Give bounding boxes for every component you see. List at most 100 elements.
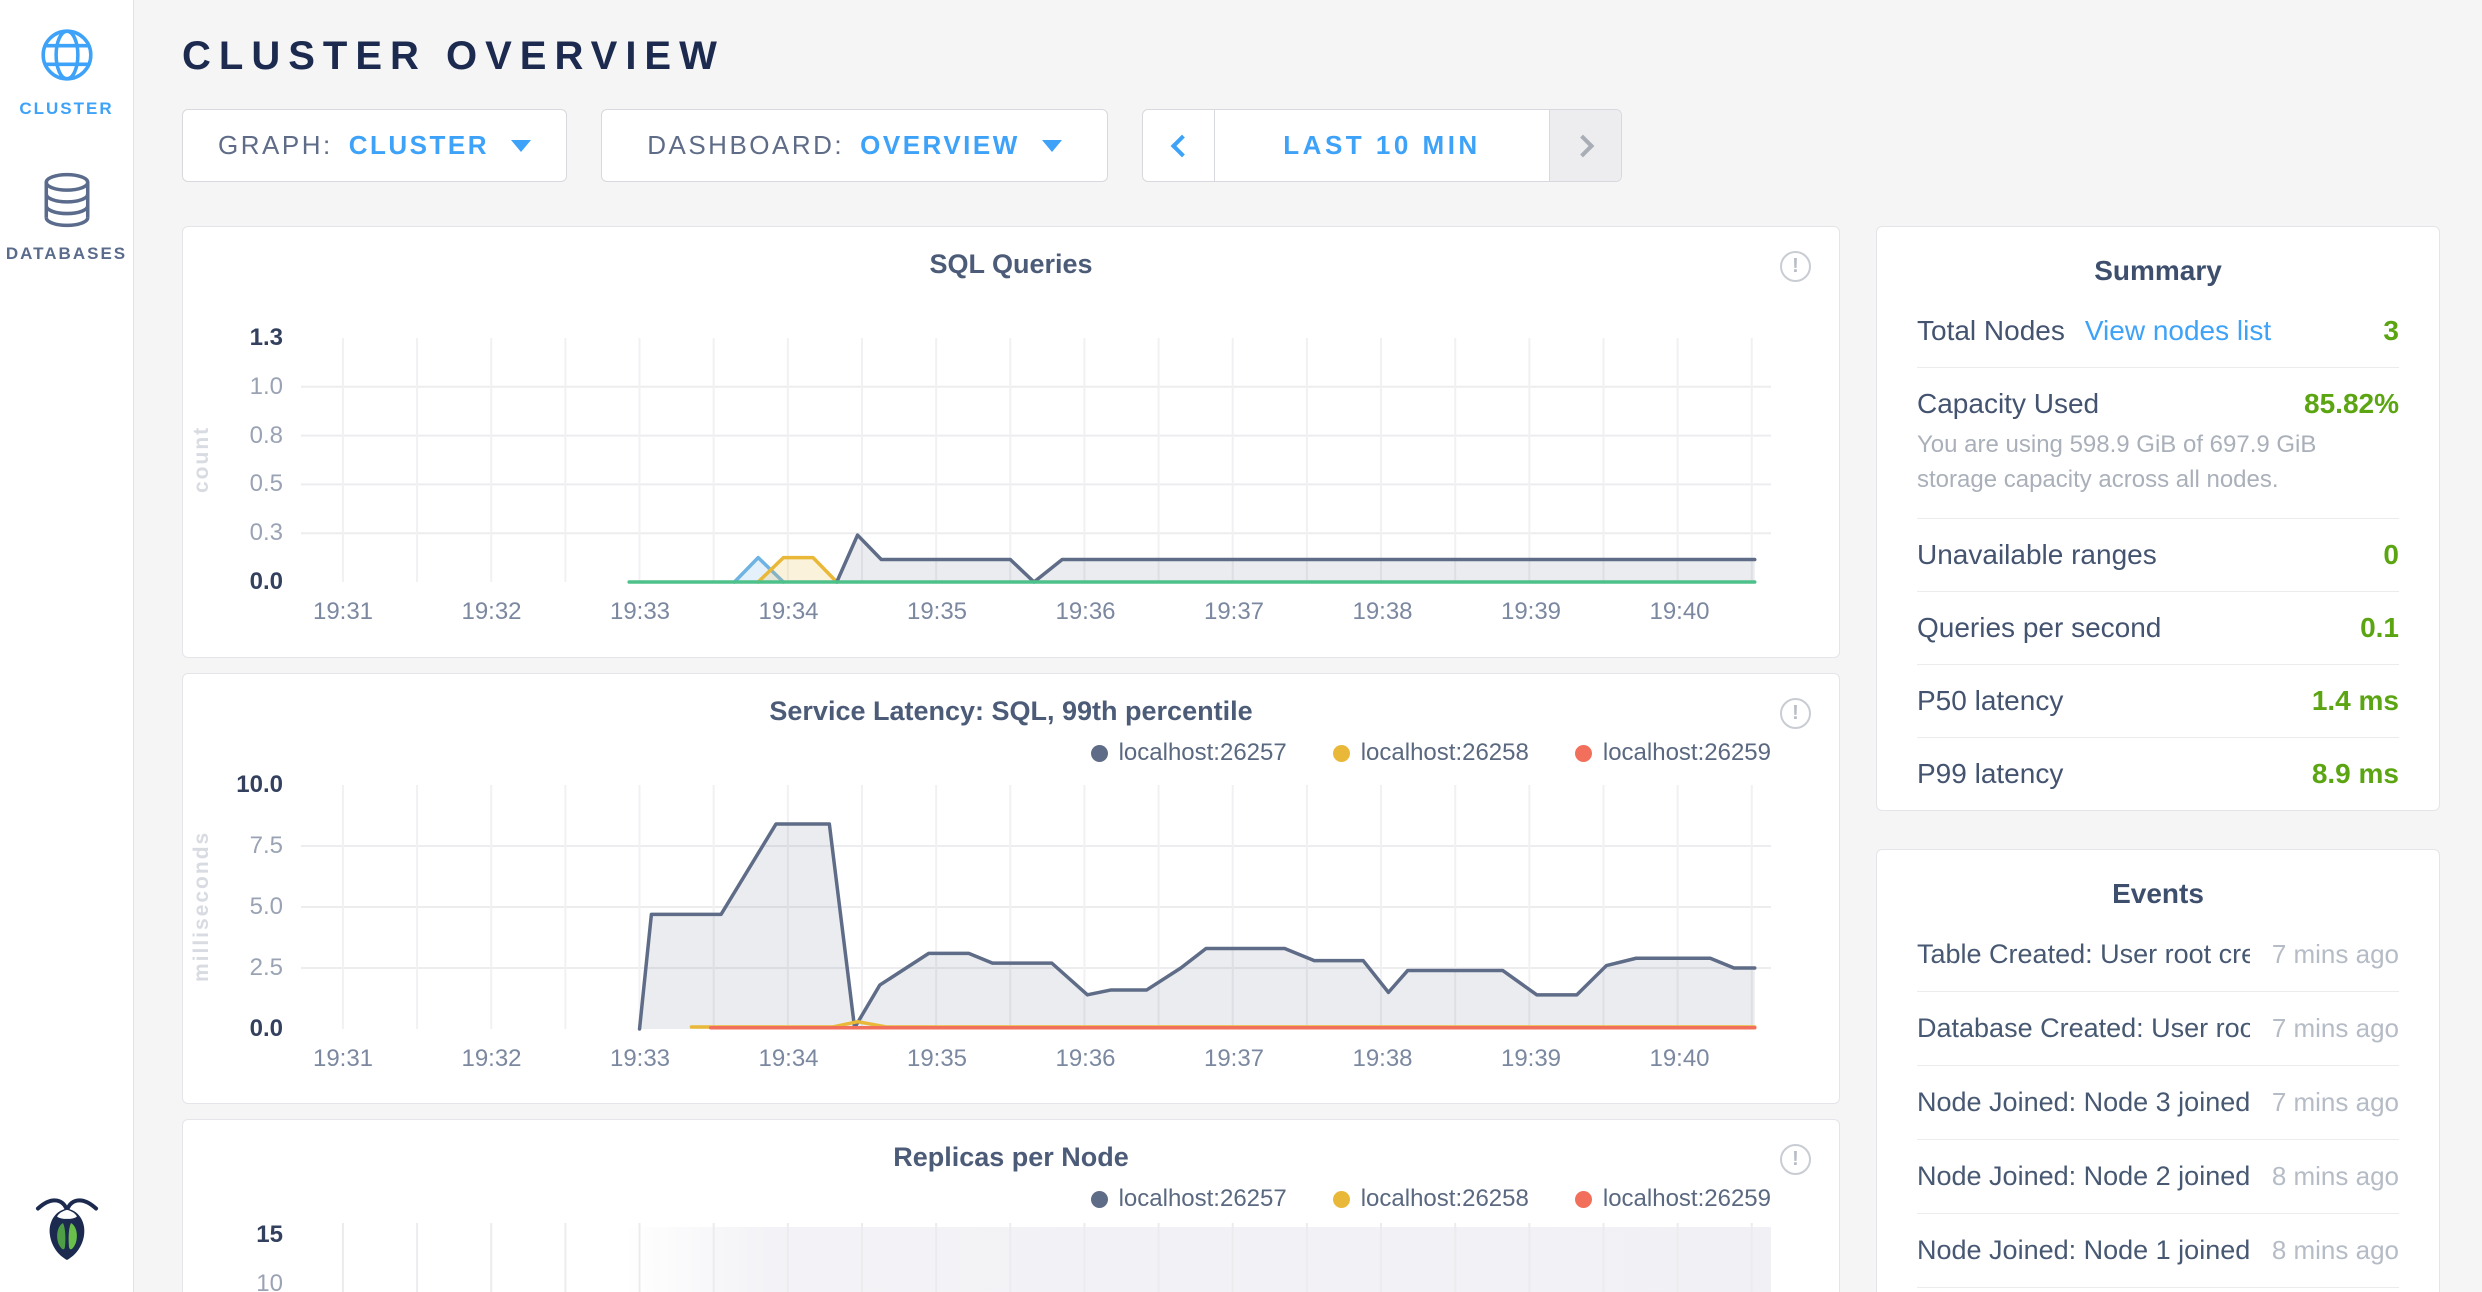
graph-dropdown-value: CLUSTER <box>349 130 489 161</box>
y-tick: 10 <box>256 1270 283 1292</box>
legend-item: localhost:26257 <box>1091 1185 1287 1213</box>
legend-dot-icon <box>1333 1191 1350 1208</box>
summary-label: P50 latency <box>1917 685 2063 717</box>
dashboard-content: SQL Queries count1.31.00.80.50.30.0 19:3… <box>182 226 2440 1292</box>
legend-item: localhost:26259 <box>1575 1185 1771 1213</box>
chart-title: SQL Queries <box>183 249 1839 280</box>
summary-value: 85.82% <box>2304 388 2399 420</box>
x-tick: 19:33 <box>610 598 670 626</box>
event-time: 7 mins ago <box>2250 939 2399 970</box>
dashboard-dropdown[interactable]: DASHBOARD: OVERVIEW <box>601 109 1108 182</box>
event-text: Database Created: User roo... <box>1917 1013 2250 1044</box>
legend-dot-icon <box>1091 1191 1108 1208</box>
database-icon <box>39 171 95 234</box>
summary-row: P99 latency8.9 ms <box>1917 737 2399 810</box>
timerange-next-button[interactable] <box>1549 110 1621 181</box>
chevron-right-icon <box>1571 134 1594 157</box>
legend-label: localhost:26257 <box>1119 1185 1287 1213</box>
x-tick: 19:33 <box>610 1045 670 1073</box>
sidebar: CLUSTER DATABASES <box>0 0 134 1292</box>
timerange-selector: LAST 10 MIN <box>1142 109 1622 182</box>
sidebar-item-cluster[interactable]: CLUSTER <box>0 26 133 119</box>
summary-panel: Summary Total Nodes View nodes list 3 Capac… <box>1876 226 2440 811</box>
y-tick: 0.5 <box>250 470 283 498</box>
y-tick: 0.0 <box>250 1015 283 1043</box>
x-tick: 19:38 <box>1352 598 1412 626</box>
event-rows: Table Created: User root cre...7 mins ag… <box>1877 918 2439 1288</box>
event-row: Table Created: User root cre...7 mins ag… <box>1917 918 2399 992</box>
view-nodes-link[interactable]: View nodes list <box>2085 315 2271 347</box>
page-title: CLUSTER OVERVIEW <box>182 34 2440 79</box>
graph-dropdown[interactable]: GRAPH: CLUSTER <box>182 109 567 182</box>
x-tick: 19:34 <box>758 598 818 626</box>
event-time: 8 mins ago <box>2250 1161 2399 1192</box>
events-panel: Events Table Created: User root cre...7 … <box>1876 849 2440 1292</box>
y-tick: 2.5 <box>250 954 283 982</box>
chart-x-axis: 19:3119:3219:3319:3419:3519:3619:3719:38… <box>301 1043 1771 1083</box>
x-tick: 19:32 <box>461 598 521 626</box>
y-tick: 15 <box>256 1221 283 1249</box>
info-icon[interactable] <box>1780 698 1811 729</box>
event-text: Node Joined: Node 1 joined... <box>1917 1235 2250 1266</box>
chart-panel-service-latency: Service Latency: SQL, 99th percentile lo… <box>182 673 1840 1104</box>
chevron-down-icon <box>511 140 531 152</box>
y-tick: 7.5 <box>250 832 283 860</box>
sidebar-item-databases[interactable]: DATABASES <box>0 171 133 264</box>
cockroachdb-logo <box>34 1191 100 1268</box>
y-tick: 1.3 <box>250 324 283 352</box>
chart-x-axis: 19:31 19:32 19:33 19:34 19:35 19:36 19:37 19:38… <box>301 596 1771 636</box>
info-icon[interactable] <box>1780 1144 1811 1175</box>
chevron-left-icon <box>1170 134 1193 157</box>
legend-label: localhost:26258 <box>1361 739 1529 767</box>
x-tick: 19:31 <box>313 598 373 626</box>
event-time: 7 mins ago <box>2250 1087 2399 1118</box>
x-tick: 19:36 <box>1055 1045 1115 1073</box>
right-column: Summary Total Nodes View nodes list 3 Capac… <box>1876 226 2440 1292</box>
x-tick: 19:40 <box>1649 1045 1709 1073</box>
legend: localhost:26257localhost:26258localhost:… <box>301 735 1771 771</box>
x-tick: 19:35 <box>907 1045 967 1073</box>
summary-label: Capacity Used <box>1917 388 2099 420</box>
summary-value: 0.1 <box>2360 612 2399 644</box>
event-time: 8 mins ago <box>2250 1235 2399 1266</box>
summary-row: Capacity Used85.82%You are using 598.9 G… <box>1917 367 2399 518</box>
chart-panel-sql-queries: SQL Queries count1.31.00.80.50.30.0 19:3… <box>182 226 1840 658</box>
x-tick: 19:31 <box>313 1045 373 1073</box>
x-tick: 19:37 <box>1204 1045 1264 1073</box>
x-tick: 19:35 <box>907 598 967 626</box>
legend-label: localhost:26257 <box>1119 739 1287 767</box>
legend-item: localhost:26257 <box>1091 739 1287 767</box>
info-icon[interactable] <box>1780 251 1811 282</box>
chart-plot-area: count1.31.00.80.50.30.0 <box>301 330 1771 588</box>
chevron-down-icon <box>1042 140 1062 152</box>
event-text: Node Joined: Node 2 joined... <box>1917 1161 2250 1192</box>
y-axis-unit: count <box>189 330 215 588</box>
summary-label: P99 latency <box>1917 758 2063 790</box>
legend-label: localhost:26259 <box>1603 1185 1771 1213</box>
graph-dropdown-label: GRAPH: <box>218 130 333 161</box>
y-axis-unit: milliseconds <box>189 777 215 1035</box>
chart-plot <box>301 330 1771 588</box>
legend-dot-icon <box>1575 745 1592 762</box>
summary-value: 3 <box>2383 315 2399 347</box>
legend-item: localhost:26258 <box>1333 739 1529 767</box>
y-tick: 10.0 <box>236 771 283 799</box>
timerange-label[interactable]: LAST 10 MIN <box>1215 110 1549 181</box>
x-tick: 19:40 <box>1649 598 1709 626</box>
summary-label: Total Nodes <box>1917 315 2065 347</box>
x-tick: 19:34 <box>758 1045 818 1073</box>
y-tick: 0.0 <box>250 568 283 596</box>
main-content: CLUSTER OVERVIEW GRAPH: CLUSTER DASHBOAR… <box>134 0 2482 1292</box>
timerange-prev-button[interactable] <box>1143 110 1215 181</box>
x-tick: 19:37 <box>1204 598 1264 626</box>
event-row: Node Joined: Node 1 joined...8 mins ago <box>1917 1214 2399 1288</box>
x-tick: 19:36 <box>1055 598 1115 626</box>
summary-title: Summary <box>1877 255 2439 287</box>
summary-value: 1.4 ms <box>2312 685 2399 717</box>
toolbar: GRAPH: CLUSTER DASHBOARD: OVERVIEW LAST … <box>182 109 2440 182</box>
chart-plot <box>301 777 1771 1035</box>
event-row: Node Joined: Node 2 joined...8 mins ago <box>1917 1140 2399 1214</box>
summary-rows: Total Nodes View nodes list 3 Capacity Used… <box>1877 295 2439 810</box>
y-tick: 0.8 <box>250 422 283 450</box>
charts-column: SQL Queries count1.31.00.80.50.30.0 19:3… <box>182 226 1840 1292</box>
